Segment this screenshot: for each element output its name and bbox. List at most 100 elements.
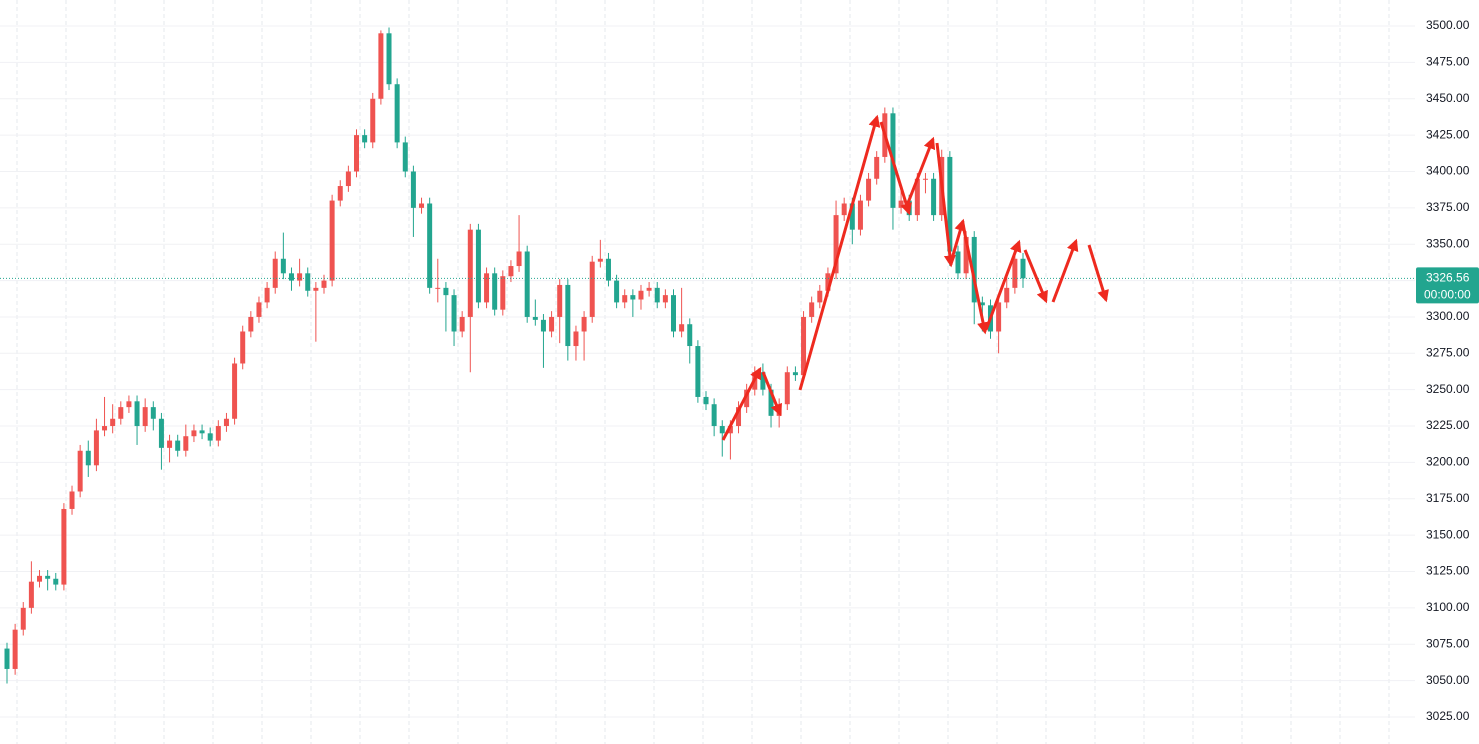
candle-body (158, 418, 164, 448)
candle-body (45, 575, 51, 579)
candle-body (849, 203, 855, 230)
candle-body (175, 440, 181, 451)
y-tick-label: 3300.00 (1426, 309, 1470, 323)
candle-body (93, 430, 99, 466)
candle-body (922, 178, 928, 180)
candle-body (410, 171, 416, 208)
arrow (761, 371, 782, 417)
candle-body (801, 316, 807, 376)
candle-body (979, 302, 985, 306)
candle-body (102, 426, 108, 431)
candle-body (427, 203, 433, 288)
y-tick-label: 3350.00 (1426, 236, 1470, 250)
y-tick-label: 3450.00 (1426, 91, 1470, 105)
candle-body (142, 407, 148, 427)
candle-body (963, 236, 969, 274)
y-tick-label: 3200.00 (1426, 455, 1470, 469)
candle-body (345, 171, 351, 187)
candle-body (61, 508, 67, 585)
candle-body (500, 276, 506, 310)
annotation-arrows (721, 114, 1109, 441)
candle-body (573, 331, 579, 347)
y-tick-label: 3175.00 (1426, 491, 1470, 505)
candle-body (719, 426, 725, 434)
arrow (879, 121, 912, 216)
y-tick-label: 3025.00 (1426, 709, 1470, 723)
candle-body (508, 266, 514, 277)
arrow (1051, 238, 1079, 303)
candle-body (532, 316, 538, 320)
candle-body (451, 295, 457, 332)
candle-body (443, 287, 449, 296)
candle-body (662, 295, 668, 303)
arrow (1087, 244, 1109, 303)
y-tick-label: 3225.00 (1426, 418, 1470, 432)
candle-body (670, 295, 676, 332)
candle-body (313, 287, 319, 291)
y-tick-label: 3375.00 (1426, 200, 1470, 214)
y-tick-label: 3150.00 (1426, 527, 1470, 541)
candle-body (12, 629, 18, 669)
last-price-label: 3326.56 (1426, 270, 1470, 284)
candle-body (475, 229, 481, 303)
candle-body (354, 135, 360, 172)
candle-body (362, 135, 368, 143)
candle-body (264, 287, 270, 303)
arrow (935, 142, 956, 268)
candle-body (288, 273, 294, 281)
y-tick-label: 3125.00 (1426, 564, 1470, 578)
candle-body (654, 287, 660, 303)
candle-body (857, 200, 863, 230)
candle-body (150, 407, 156, 419)
y-tick-label: 3500.00 (1426, 18, 1470, 32)
y-tick-label: 3050.00 (1426, 673, 1470, 687)
candle-body (321, 280, 327, 288)
candle-body (549, 316, 555, 332)
candle-body (329, 200, 335, 281)
candle-body (223, 418, 229, 427)
y-tick-label: 3275.00 (1426, 345, 1470, 359)
candle-body (703, 396, 709, 405)
candle-body (467, 229, 473, 317)
candle-body (28, 581, 34, 608)
candle-body (524, 251, 530, 317)
candle-body (565, 284, 571, 347)
candle-body (809, 302, 815, 317)
candle-body (744, 389, 750, 408)
arrow (984, 239, 1022, 331)
countdown-label: 00:00:00 (1424, 287, 1471, 301)
candle-body (646, 287, 652, 291)
arrow (721, 366, 762, 441)
candle-body (841, 203, 847, 216)
candle-body (955, 251, 961, 274)
candle-body (679, 324, 685, 332)
candle-body (126, 401, 132, 408)
candle-body (540, 319, 546, 332)
candle-body (874, 156, 880, 179)
candle-body (484, 273, 490, 303)
candle-body (183, 436, 189, 451)
candle-body (622, 295, 628, 303)
arrow (798, 114, 881, 391)
candles (0, 27, 1415, 684)
candle-body (280, 258, 286, 274)
candle-body (199, 430, 205, 434)
candle-body (118, 407, 124, 419)
candle-body (768, 389, 774, 416)
candle-body (435, 287, 441, 289)
candle-body (914, 178, 920, 216)
candle-body (240, 331, 246, 364)
candle-body (85, 450, 91, 466)
candle-body (191, 430, 197, 437)
candle-body (996, 302, 1002, 332)
candle-body (53, 578, 59, 585)
candle-body (638, 290, 644, 300)
candle-body (134, 401, 140, 427)
candle-body (866, 178, 872, 201)
candle-body (215, 426, 221, 441)
candle-body (589, 261, 595, 317)
y-tick-label: 3075.00 (1426, 636, 1470, 650)
candle-body (419, 203, 425, 208)
candle-body (232, 363, 238, 419)
candle-body (77, 450, 83, 492)
